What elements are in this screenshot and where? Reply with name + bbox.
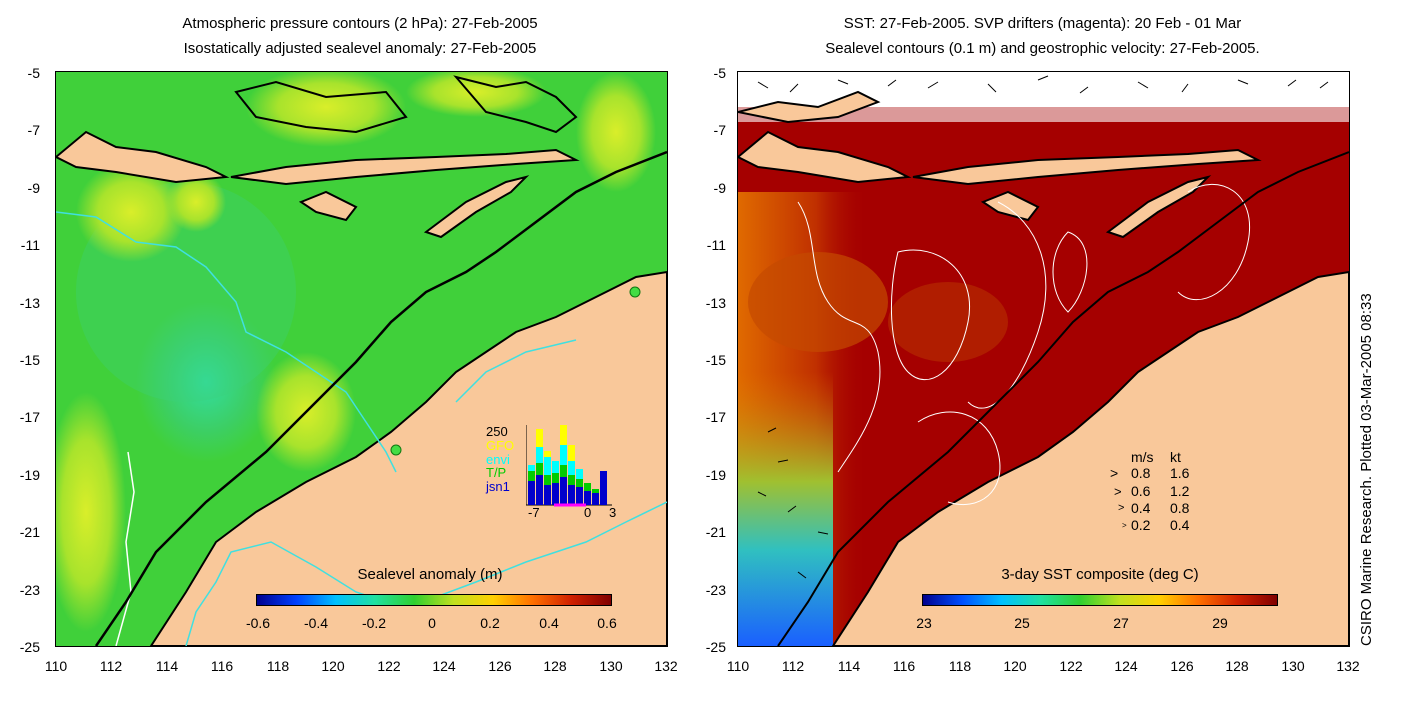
velocity-arrow-icon: > — [1118, 502, 1125, 514]
y-tick-label: -15 — [19, 352, 40, 368]
inset-legend-envi: envi — [486, 452, 510, 467]
sealevel-anomaly-field — [56, 72, 667, 646]
y-tick-label: -23 — [19, 582, 40, 598]
colorbar-tick: 0.4 — [539, 615, 559, 631]
y-tick-label: -25 — [705, 639, 726, 655]
y-tick-label: -9 — [27, 180, 40, 196]
y-tick-label: -25 — [19, 639, 40, 655]
x-tick-label: 122 — [1059, 658, 1083, 674]
x-tick-label: 120 — [321, 658, 345, 674]
velocity-arrow-icon: > — [1122, 521, 1127, 530]
sealevel-anomaly-map — [55, 71, 668, 647]
colorbar-tick: -0.4 — [303, 615, 329, 631]
velocity-legend-header-kt: kt — [1170, 449, 1181, 465]
left-title-line1: Atmospheric pressure contours (2 hPa): 2… — [182, 15, 538, 32]
x-tick-label: 126 — [488, 658, 512, 674]
inset-x-tick: -7 — [528, 505, 540, 520]
velocity-legend-kt: 1.6 — [1170, 465, 1190, 481]
y-tick-label: -23 — [705, 582, 726, 598]
y-tick-label: -9 — [713, 180, 726, 196]
y-tick-label: -17 — [19, 409, 40, 425]
y-tick-label: -7 — [27, 122, 40, 138]
y-tick-label: -11 — [20, 237, 40, 253]
y-tick-label: -13 — [705, 295, 726, 311]
colorbar-tick: 27 — [1113, 615, 1129, 631]
x-tick-label: 112 — [99, 658, 123, 674]
x-tick-label: 118 — [266, 658, 290, 674]
y-tick-label: -21 — [705, 524, 726, 540]
x-tick-label: 128 — [1225, 658, 1249, 674]
x-tick-label: 124 — [432, 658, 456, 674]
colorbar-tick: 29 — [1212, 615, 1228, 631]
y-tick-label: -17 — [705, 409, 726, 425]
velocity-legend-ms: 0.4 — [1131, 500, 1151, 516]
velocity-legend-ms: 0.6 — [1131, 483, 1151, 499]
y-tick-label: -5 — [27, 65, 40, 81]
sealevel-colorbar-label: Sealevel anomaly (m) — [357, 566, 503, 583]
velocity-legend-ms: 0.2 — [1131, 517, 1151, 533]
colorbar-tick: -0.6 — [245, 615, 271, 631]
inset-bars — [528, 425, 607, 505]
velocity-arrow-icon: > — [1110, 465, 1119, 481]
velocity-arrows — [757, 75, 1329, 579]
colorbar-tick: 23 — [916, 615, 932, 631]
inset-legend-jsn1: jsn1 — [486, 479, 510, 494]
x-tick-label: 110 — [726, 658, 750, 674]
inset-histogram — [526, 425, 612, 507]
colorbar-tick: 0.6 — [597, 615, 617, 631]
colorbar-tick: -0.2 — [361, 615, 387, 631]
x-tick-label: 112 — [781, 658, 805, 674]
sealevel-colorbar — [256, 594, 612, 606]
x-tick-label: 116 — [210, 658, 234, 674]
inset-x-tick: 0 — [584, 505, 592, 520]
y-tick-label: -11 — [706, 237, 726, 253]
inset-legend-gfo: GFO — [486, 438, 515, 453]
y-tick-label: -13 — [19, 295, 40, 311]
sst-field — [738, 72, 1349, 646]
x-tick-label: 122 — [377, 658, 401, 674]
y-tick-label: -5 — [713, 65, 726, 81]
colorbar-tick: 0 — [428, 615, 436, 631]
x-tick-label: 110 — [44, 658, 68, 674]
sst-colorbar-label: 3-day SST composite (deg C) — [1001, 566, 1199, 583]
velocity-arrow-icon: > — [1114, 484, 1122, 499]
y-tick-label: -21 — [19, 524, 40, 540]
x-tick-label: 130 — [599, 658, 623, 674]
x-tick-label: 124 — [1114, 658, 1138, 674]
velocity-legend-kt: 0.4 — [1170, 517, 1190, 533]
sst-map — [737, 71, 1350, 647]
y-tick-label: -7 — [713, 122, 726, 138]
inset-x-tick: 3 — [609, 505, 617, 520]
x-tick-label: 130 — [1281, 658, 1305, 674]
x-tick-label: 118 — [948, 658, 972, 674]
right-title-line2: Sealevel contours (0.1 m) and geostrophi… — [825, 40, 1260, 57]
x-tick-label: 132 — [654, 658, 678, 674]
right-title-line1: SST: 27-Feb-2005. SVP drifters (magenta)… — [843, 15, 1242, 32]
x-tick-label: 114 — [155, 658, 179, 674]
velocity-legend-kt: 1.2 — [1170, 483, 1190, 499]
credit-text: CSIRO Marine Research. Plotted 03-Mar-20… — [1358, 293, 1375, 646]
velocity-legend-header-ms: m/s — [1131, 449, 1154, 465]
colorbar-tick: 0.2 — [480, 615, 500, 631]
x-tick-label: 116 — [892, 658, 916, 674]
x-tick-label: 120 — [1003, 658, 1027, 674]
y-tick-label: -19 — [19, 467, 40, 483]
velocity-legend-kt: 0.8 — [1170, 500, 1190, 516]
velocity-legend-ms: 0.8 — [1131, 465, 1151, 481]
x-tick-label: 132 — [1336, 658, 1360, 674]
x-tick-label: 126 — [1170, 658, 1194, 674]
colorbar-tick: 25 — [1014, 615, 1030, 631]
left-title-line2: Isostatically adjusted sealevel anomaly:… — [183, 40, 537, 57]
y-tick-label: -15 — [705, 352, 726, 368]
x-tick-label: 128 — [543, 658, 567, 674]
sst-colorbar — [922, 594, 1278, 606]
x-tick-label: 114 — [837, 658, 861, 674]
inset-y-top-label: 250 — [486, 424, 508, 439]
y-tick-label: -19 — [705, 467, 726, 483]
inset-legend-tp: T/P — [486, 465, 507, 480]
